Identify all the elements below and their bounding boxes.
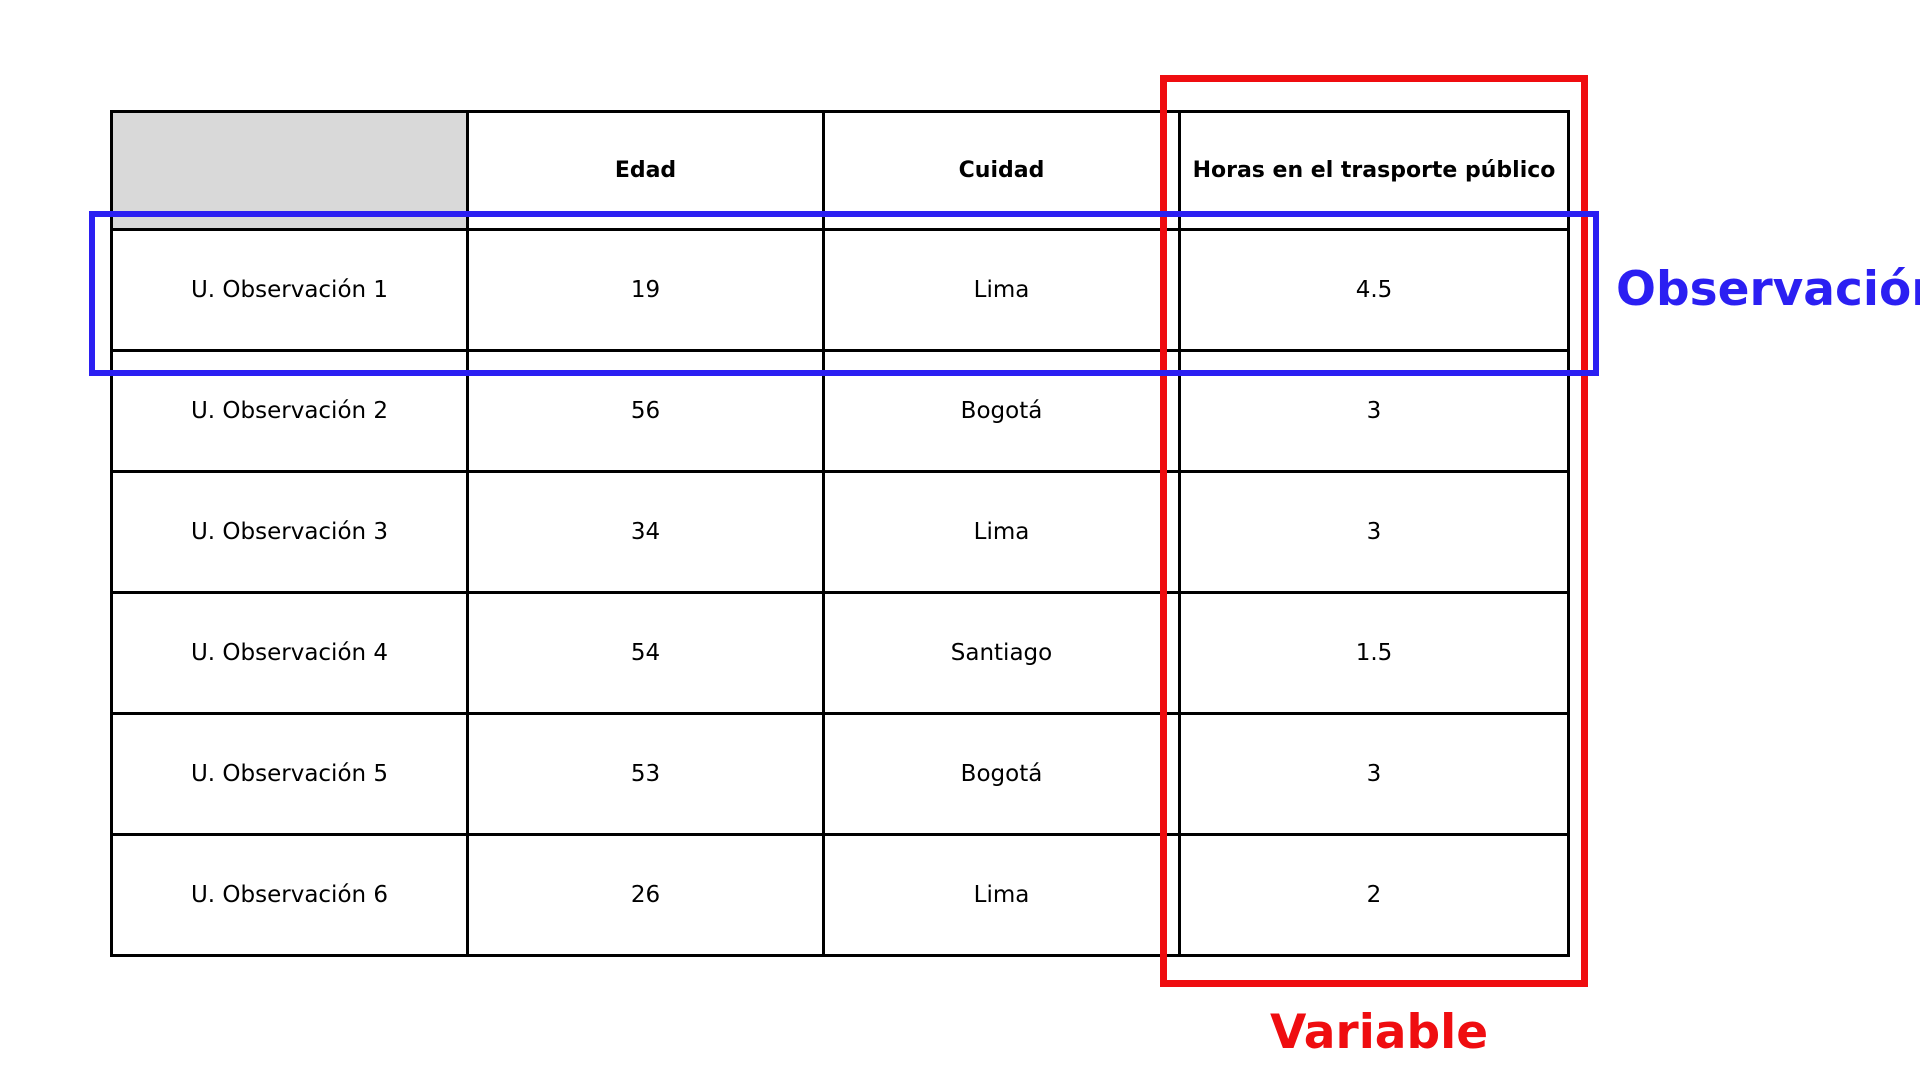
table-row: U. Observación 5 53 Bogotá 3 xyxy=(110,712,1570,836)
edad-cell: 56 xyxy=(466,349,825,473)
edad-cell: 54 xyxy=(466,591,825,715)
header-cell-horas: Horas en el trasporte público xyxy=(1178,110,1570,231)
table-row: U. Observación 6 26 Lima 2 xyxy=(110,833,1570,957)
variable-label: Variable xyxy=(1270,1005,1489,1060)
horas-cell: 3 xyxy=(1178,470,1570,594)
row-label-cell: U. Observación 1 xyxy=(110,228,469,352)
table-row: U. Observación 2 56 Bogotá 3 xyxy=(110,349,1570,473)
table-row: U. Observación 4 54 Santiago 1.5 xyxy=(110,591,1570,715)
horas-cell: 4.5 xyxy=(1178,228,1570,352)
cuidad-cell: Lima xyxy=(822,228,1181,352)
horas-cell: 2 xyxy=(1178,833,1570,957)
horas-cell: 1.5 xyxy=(1178,591,1570,715)
horas-cell: 3 xyxy=(1178,712,1570,836)
row-label-cell: U. Observación 4 xyxy=(110,591,469,715)
observation-label: Observación xyxy=(1616,262,1920,317)
horas-cell: 3 xyxy=(1178,349,1570,473)
edad-cell: 19 xyxy=(466,228,825,352)
data-table: Edad Cuidad Horas en el trasporte públic… xyxy=(110,110,1570,957)
row-label-cell: U. Observación 5 xyxy=(110,712,469,836)
cuidad-cell: Bogotá xyxy=(822,349,1181,473)
row-label-cell: U. Observación 3 xyxy=(110,470,469,594)
cuidad-cell: Lima xyxy=(822,470,1181,594)
row-label-cell: U. Observación 2 xyxy=(110,349,469,473)
header-cell-corner xyxy=(110,110,469,231)
cuidad-cell: Lima xyxy=(822,833,1181,957)
header-cell-edad: Edad xyxy=(466,110,825,231)
edad-cell: 26 xyxy=(466,833,825,957)
cuidad-cell: Santiago xyxy=(822,591,1181,715)
table-row: U. Observación 1 19 Lima 4.5 xyxy=(110,228,1570,352)
edad-cell: 34 xyxy=(466,470,825,594)
cuidad-cell: Bogotá xyxy=(822,712,1181,836)
row-label-cell: U. Observación 6 xyxy=(110,833,469,957)
header-row: Edad Cuidad Horas en el trasporte públic… xyxy=(110,110,1570,231)
table-row: U. Observación 3 34 Lima 3 xyxy=(110,470,1570,594)
header-cell-cuidad: Cuidad xyxy=(822,110,1181,231)
edad-cell: 53 xyxy=(466,712,825,836)
